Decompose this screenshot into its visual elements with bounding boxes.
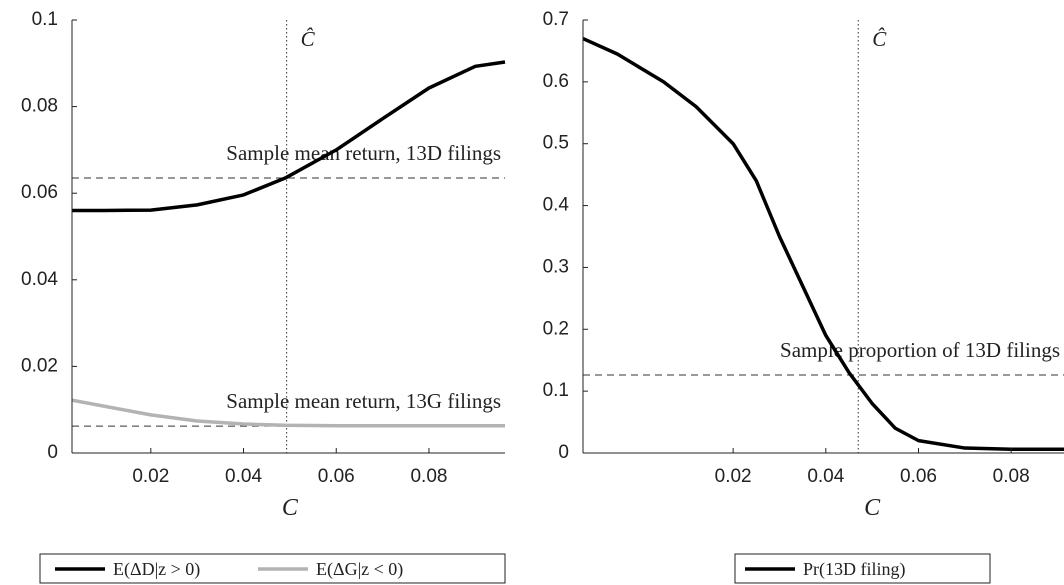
x-tick-label: 0.06 bbox=[900, 466, 937, 487]
x-tick-label: 0.02 bbox=[132, 466, 169, 487]
data-line bbox=[72, 60, 506, 213]
y-tick-label: 0.6 bbox=[543, 71, 569, 92]
legend-label: E(ΔD|z > 0) bbox=[113, 559, 200, 580]
x-tick-label: 0.02 bbox=[715, 466, 752, 487]
y-tick-label: 0.2 bbox=[543, 318, 569, 339]
x-tick-label: 0.08 bbox=[993, 466, 1030, 487]
y-tick-label: 0 bbox=[558, 442, 569, 463]
y-tick-label: 0.7 bbox=[543, 9, 569, 30]
x-tick-label: 0.04 bbox=[807, 466, 844, 487]
x-axis-label: C bbox=[282, 495, 299, 521]
x-axis-label: C bbox=[864, 495, 881, 521]
y-tick-label: 0.04 bbox=[21, 269, 58, 290]
y-tick-label: 0.1 bbox=[543, 380, 569, 401]
x-tick-label: 0.06 bbox=[318, 466, 355, 487]
y-tick-label: 0.06 bbox=[21, 182, 58, 203]
y-tick-label: 0.02 bbox=[21, 355, 58, 376]
y-tick-label: 0.1 bbox=[32, 9, 58, 30]
y-tick-label: 0.5 bbox=[543, 133, 569, 154]
x-tick-label: 0.08 bbox=[410, 466, 447, 487]
reference-label: Sample mean return, 13G filings bbox=[226, 389, 501, 413]
x-tick-label: 0.04 bbox=[225, 466, 262, 487]
data-line bbox=[582, 36, 1064, 452]
reference-label: Ĉ bbox=[301, 27, 316, 51]
reference-label: Sample proportion of 13D filings bbox=[780, 338, 1060, 362]
data-line bbox=[71, 398, 505, 428]
reference-label: Ĉ bbox=[872, 27, 887, 51]
y-tick-label: 0 bbox=[47, 442, 58, 463]
legend-label: E(ΔG|z < 0) bbox=[316, 559, 403, 580]
y-tick-label: 0.4 bbox=[543, 195, 570, 216]
y-tick-label: 0.3 bbox=[543, 256, 569, 277]
legend-label: Pr(13D filing) bbox=[803, 559, 906, 580]
y-tick-label: 0.08 bbox=[21, 96, 58, 117]
reference-label: Sample mean return, 13D filings bbox=[226, 141, 501, 165]
